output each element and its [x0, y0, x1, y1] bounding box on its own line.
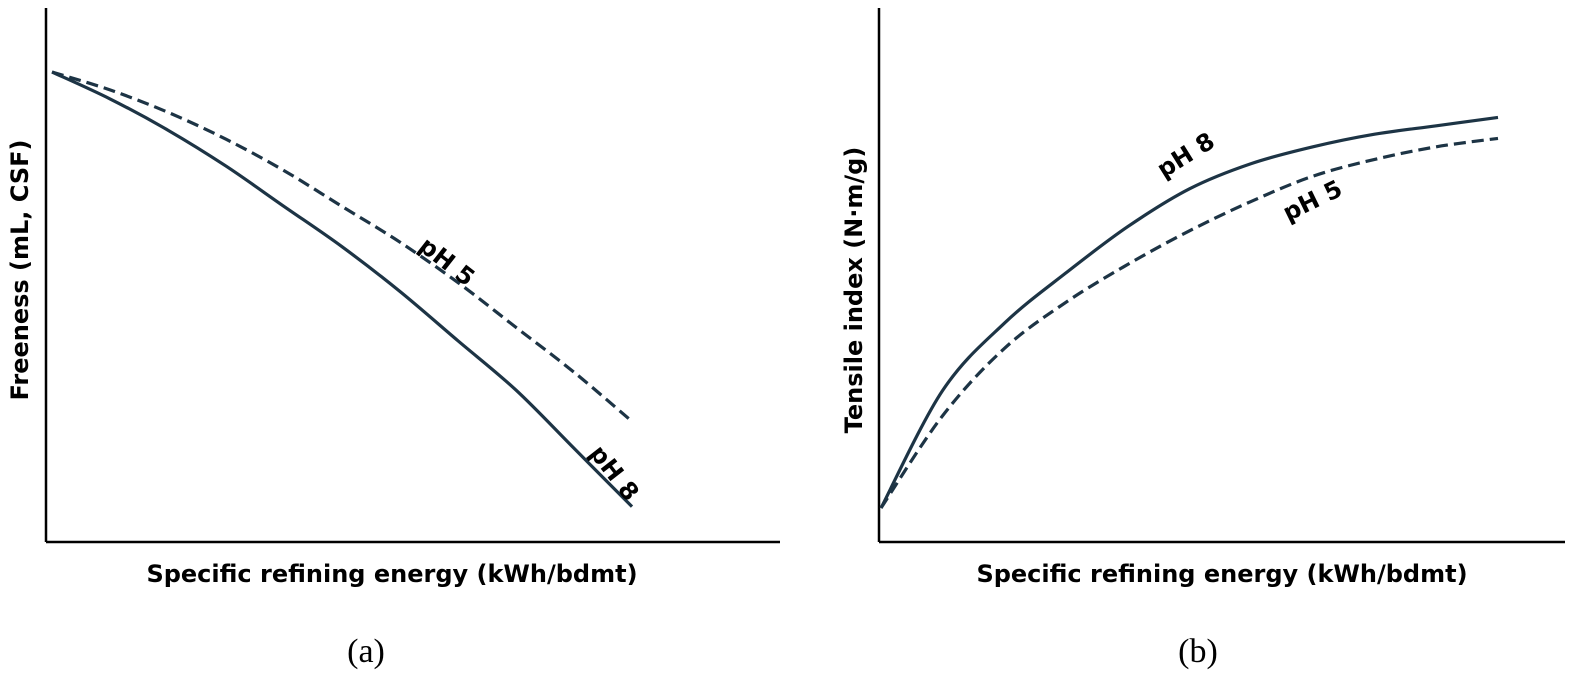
chart-panel-a: pH 5 pH 8 Specific refining energy (kWh/bd… — [6, 8, 780, 670]
series-label-ph-5: pH 5 — [1278, 175, 1346, 227]
series-label-ph-8: pH 8 — [1152, 127, 1220, 184]
series-line-ph-8 — [879, 115, 1499, 509]
x-axis-title: Specific refining energy (kWh/bdmt) — [146, 560, 637, 588]
series-line-ph-5 — [879, 136, 1499, 509]
x-axis-title: Specific refining energy (kWh/bdmt) — [976, 560, 1467, 588]
y-axis-title: Tensile index (N·m/g) — [840, 147, 868, 434]
series-line-ph-8 — [51, 70, 634, 508]
chart-panel-b: pH 8 pH 5 Specific refining energy (kWh/bd… — [840, 8, 1565, 670]
panel-label: (b) — [1178, 633, 1218, 670]
series-line-ph-5 — [51, 70, 634, 423]
panel-label: (a) — [347, 633, 385, 670]
series-label-ph-5: pH 5 — [414, 231, 480, 291]
series-label-ph-8: pH 8 — [584, 440, 644, 506]
y-axis-title: Freeness (mL, CSF) — [6, 140, 34, 401]
